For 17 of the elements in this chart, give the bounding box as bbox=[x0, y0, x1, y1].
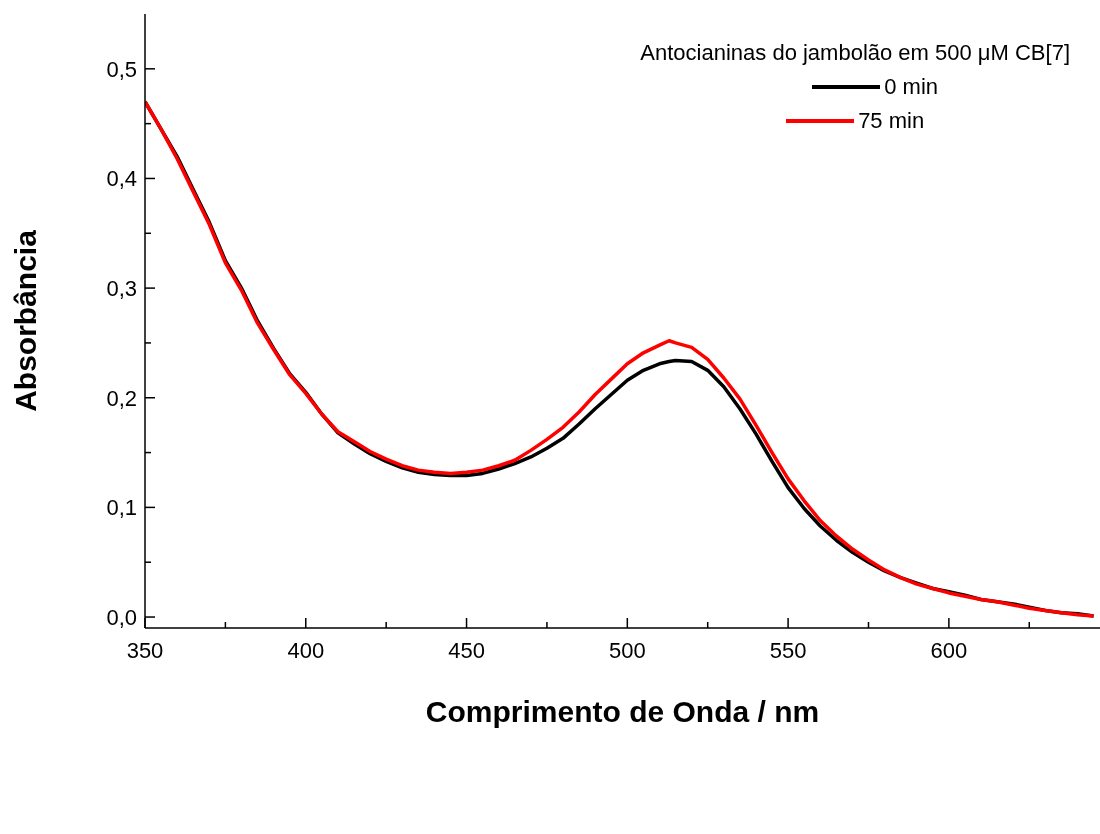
legend-title: Antocianinas do jambolão em 500 μM CB[7] bbox=[640, 39, 1070, 67]
x-tick-label: 350 bbox=[126, 638, 164, 663]
y-tick-label: 0,2 bbox=[106, 385, 137, 411]
y-tick-label: 0,1 bbox=[106, 495, 137, 521]
legend-label: 75 min bbox=[858, 107, 925, 135]
x-tick-label: 450 bbox=[448, 638, 485, 663]
legend-label: 0 min bbox=[884, 73, 939, 101]
x-tick-label: 500 bbox=[608, 638, 646, 663]
y-axis-title: Absorbância bbox=[8, 229, 42, 412]
y-tick-label: 0,0 bbox=[106, 605, 137, 631]
y-tick-label: 0,3 bbox=[106, 276, 137, 302]
x-tick-label: 600 bbox=[930, 638, 968, 663]
x-tick-label: 400 bbox=[287, 638, 325, 663]
y-tick-label: 0,5 bbox=[106, 56, 137, 82]
y-tick-label: 0,4 bbox=[106, 166, 137, 192]
x-tick-label: 550 bbox=[769, 638, 807, 663]
x-axis-title: Comprimento de Onda / nm bbox=[425, 695, 820, 728]
